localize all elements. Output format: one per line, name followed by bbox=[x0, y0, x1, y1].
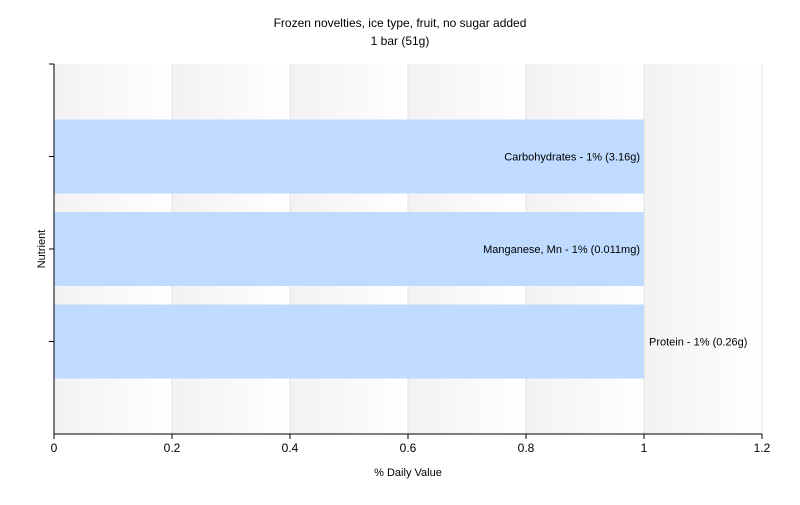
x-tick-label: 0 bbox=[51, 441, 58, 455]
x-tick-label: 0.8 bbox=[518, 441, 535, 455]
bar-label: Protein - 1% (0.26g) bbox=[649, 337, 747, 349]
bar-label: Carbohydrates - 1% (3.16g) bbox=[504, 152, 640, 164]
bar bbox=[54, 212, 644, 286]
bar bbox=[54, 304, 644, 379]
bar-label: Manganese, Mn - 1% (0.011mg) bbox=[483, 244, 640, 256]
bars: Carbohydrates - 1% (3.16g) Manganese, Mn … bbox=[54, 119, 747, 379]
x-axis-label: % Daily Value bbox=[374, 467, 442, 479]
x-tick-label: 1.2 bbox=[754, 441, 771, 455]
x-tick-label: 0.2 bbox=[164, 441, 181, 455]
y-axis-label: Nutrient bbox=[36, 230, 48, 269]
bar bbox=[54, 119, 644, 194]
x-tick-label: 0.6 bbox=[400, 441, 417, 455]
grid-band bbox=[644, 64, 762, 434]
x-tick-label: 0.4 bbox=[282, 441, 299, 455]
x-tick-labels: 0 0.2 0.4 0.6 0.8 1 1.2 bbox=[51, 434, 771, 455]
chart-subtitle: 1 bar (51g) bbox=[371, 34, 430, 48]
x-tick-label: 1 bbox=[641, 441, 648, 455]
chart-title: Frozen novelties, ice type, fruit, no su… bbox=[274, 16, 527, 30]
